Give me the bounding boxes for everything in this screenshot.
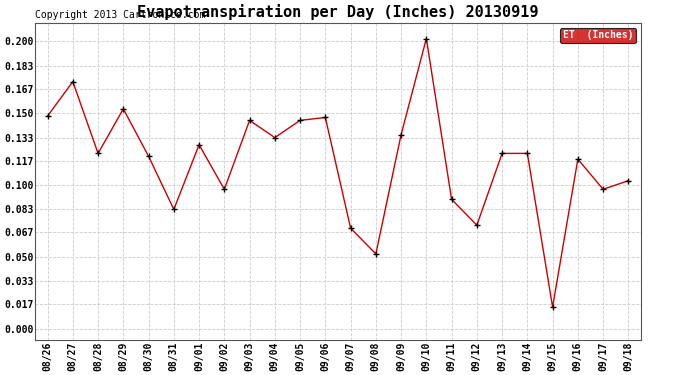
Legend: ET  (Inches): ET (Inches) xyxy=(560,28,636,44)
Text: Copyright 2013 Cartronics.com: Copyright 2013 Cartronics.com xyxy=(35,9,206,20)
Title: Evapotranspiration per Day (Inches) 20130919: Evapotranspiration per Day (Inches) 2013… xyxy=(137,4,539,20)
